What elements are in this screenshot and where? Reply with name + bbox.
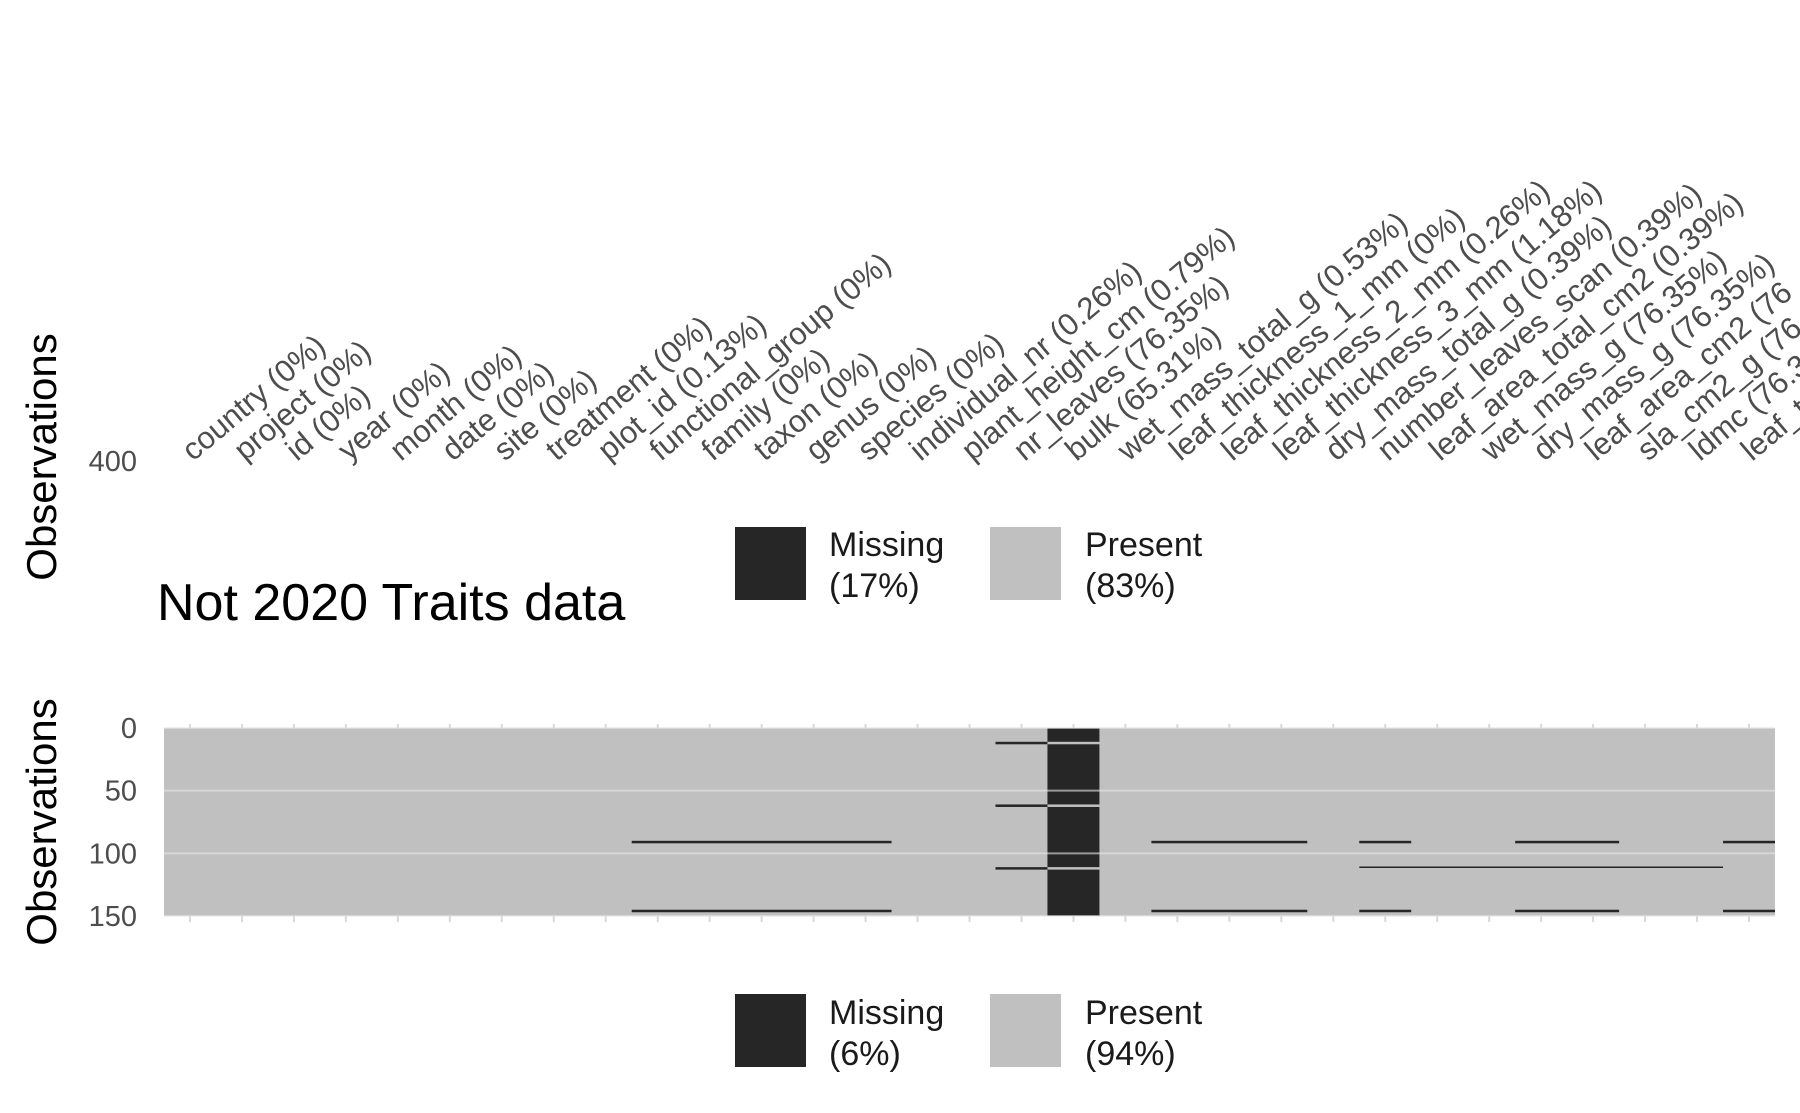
missing-cell-block <box>1359 840 1412 844</box>
bottom-y-axis-title: Observations <box>18 698 65 945</box>
bottom-panel: Not 2020 Traits data Observations 0 50 100… <box>18 574 1775 1073</box>
missing-cell-block <box>1151 840 1308 844</box>
y-tick-label: 50 <box>105 776 137 808</box>
missing-cell-block <box>1723 840 1775 844</box>
missing-cell-block <box>1359 866 1724 868</box>
top-legend: Missing (17%) Present (83%) <box>735 526 1203 605</box>
top-legend-swatch-present <box>990 527 1061 600</box>
bottom-plot-title: Not 2020 Traits data <box>157 574 625 632</box>
top-legend-label-present: Present <box>1085 526 1203 564</box>
bottom-heatmap <box>164 724 1775 922</box>
bottom-legend-swatch-missing <box>735 994 806 1067</box>
top-y-tick-label: 400 <box>89 446 137 478</box>
missing-cell-block <box>1047 744 1100 805</box>
bottom-legend-swatch-present <box>990 994 1061 1067</box>
top-column-labels: country (0%)project (0%)id (0%)year (0%)… <box>175 173 1800 468</box>
missing-cell-block <box>1359 909 1412 913</box>
missing-cell-block <box>631 840 892 844</box>
missing-cell-block <box>1723 909 1775 913</box>
top-legend-pct-missing: (17%) <box>829 567 920 605</box>
top-y-axis-title: Observations <box>18 333 65 580</box>
missing-cell-block <box>1047 806 1100 868</box>
missing-cell-block <box>1047 869 1100 916</box>
bottom-legend-pct-missing: (6%) <box>829 1035 901 1073</box>
bottom-legend-pct-present: (94%) <box>1085 1035 1176 1073</box>
missing-cell-block <box>1151 909 1308 913</box>
missing-cell-block <box>1515 909 1620 913</box>
top-legend-pct-present: (83%) <box>1085 567 1176 605</box>
missing-cell-block <box>631 909 892 913</box>
bottom-legend-label-present: Present <box>1085 994 1203 1032</box>
y-tick-label: 150 <box>89 901 137 933</box>
bottom-legend: Missing (6%) Present (94%) <box>735 994 1203 1073</box>
top-legend-swatch-missing <box>735 527 806 600</box>
missing-cell-block <box>995 741 1048 745</box>
missing-cell-block <box>995 867 1048 870</box>
bottom-legend-label-missing: Missing <box>829 994 944 1032</box>
missing-cell-block <box>1047 728 1100 742</box>
missing-cell-block <box>995 804 1048 807</box>
y-tick-label: 100 <box>89 838 137 870</box>
top-panel: country (0%)project (0%)id (0%)year (0%)… <box>18 173 1800 605</box>
y-tick-label: 0 <box>121 713 137 745</box>
missing-cell-block <box>1515 840 1620 844</box>
top-legend-label-missing: Missing <box>829 526 944 564</box>
present-cells-background <box>164 728 1775 916</box>
bottom-y-ticks: 0 50 100 150 <box>89 713 137 933</box>
